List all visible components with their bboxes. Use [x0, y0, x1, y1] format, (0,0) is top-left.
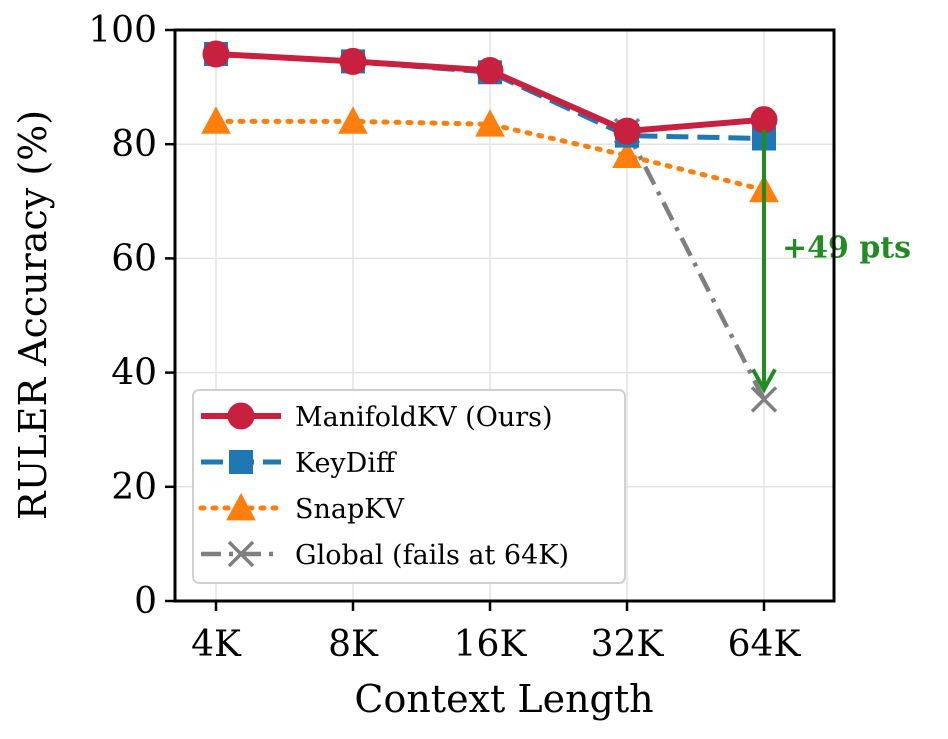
data-point	[750, 106, 778, 134]
data-point	[476, 57, 504, 85]
annotation-label: +49 pts	[782, 231, 911, 266]
y-tick-label: 60	[111, 238, 157, 279]
y-axis-title: RULER Accuracy (%)	[11, 110, 55, 520]
plot-frame	[173, 28, 836, 603]
legend: ManifoldKV (Ours) KeyDiff SnapKV Global (fa…	[192, 389, 626, 584]
data-point	[338, 106, 368, 134]
legend-label: ManifoldKV (Ours)	[295, 402, 553, 433]
annotation-arrowhead	[751, 368, 777, 394]
series-global-fails-at-64k	[613, 117, 778, 413]
legend-label: Global (fails at 64K)	[295, 540, 569, 571]
legend-entry: Global (fails at 64K)	[201, 540, 569, 571]
data-point	[750, 386, 778, 413]
data-point	[201, 106, 231, 134]
axes: 0 20 40 60 80 100 4K 8K 16K 32K 64K	[88, 10, 801, 665]
x-tick-label: 16K	[454, 624, 528, 665]
data-point	[339, 47, 367, 75]
y-tick-label: 80	[111, 124, 157, 165]
legend-marker	[229, 450, 253, 474]
data-point	[613, 117, 641, 145]
y-tick-label: 0	[134, 581, 157, 622]
legend-box	[192, 389, 626, 584]
series-manifoldkv-ours	[202, 40, 778, 145]
data-point	[612, 140, 642, 169]
legend-entry: SnapKV	[198, 492, 404, 525]
data-point	[202, 40, 230, 68]
x-tick-label: 8K	[328, 624, 379, 665]
data-point	[475, 109, 505, 137]
legend-marker	[227, 402, 255, 430]
x-tick-label: 64K	[728, 624, 802, 665]
y-tick-label: 100	[88, 10, 157, 51]
legend-entry: KeyDiff	[201, 448, 397, 479]
legend-marker	[226, 492, 256, 521]
legend-label: SnapKV	[295, 494, 404, 525]
series-line	[624, 130, 767, 401]
x-axis-title: Context Length	[354, 677, 653, 721]
series-line	[215, 51, 765, 141]
y-tick-label: 20	[111, 467, 157, 508]
legend-marker	[227, 540, 255, 568]
legend-entry: ManifoldKV (Ours)	[201, 402, 553, 433]
x-tick-label: 4K	[191, 624, 242, 665]
x-tick-label: 32K	[591, 624, 665, 665]
y-tick-label: 40	[111, 353, 157, 394]
annotation-layer: +49 pts	[751, 129, 911, 394]
legend-label: KeyDiff	[295, 448, 397, 479]
